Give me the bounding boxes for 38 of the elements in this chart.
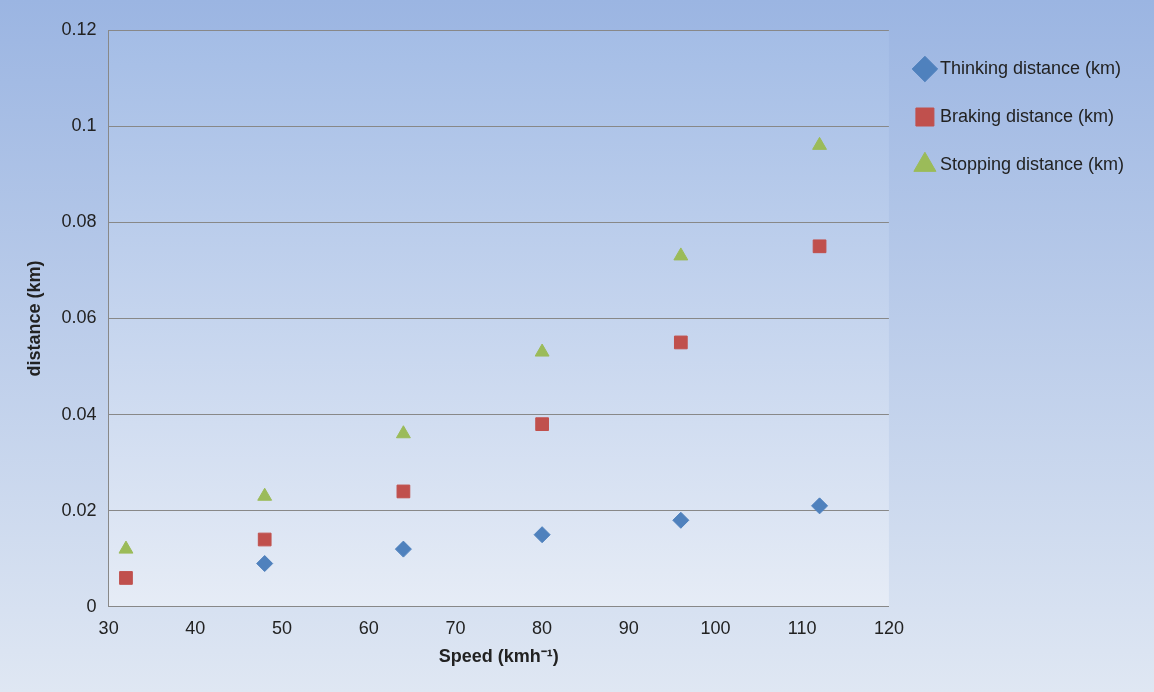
x-tick-label: 40 [185, 617, 206, 638]
y-tick-label: 0.04 [61, 403, 97, 424]
point [812, 239, 827, 254]
x-tick-label: 100 [700, 617, 731, 638]
point [673, 335, 688, 350]
y-tick-label: 0 [86, 595, 97, 616]
x-tick-label: 70 [445, 617, 466, 638]
point [394, 540, 412, 558]
y-tick-label: 0.02 [61, 499, 97, 520]
point [812, 136, 827, 150]
x-tick-label: 60 [358, 617, 379, 638]
point [257, 487, 273, 501]
x-axis-title: Speed (kmh⁻¹) [438, 646, 559, 667]
point [811, 497, 829, 515]
legend-label: Thinking distance (km) [939, 57, 1121, 78]
y-tick-label: 0.1 [71, 115, 97, 136]
y-tick-label: 0.12 [61, 18, 97, 39]
point [395, 425, 411, 439]
legend-label: Stopping distance (km) [939, 153, 1125, 174]
point [535, 417, 549, 432]
y-axis-title: distance (km) [23, 260, 44, 377]
point [533, 526, 551, 544]
legend-label: Braking distance (km) [939, 105, 1114, 126]
point [396, 484, 411, 499]
point [673, 247, 689, 261]
point [672, 511, 690, 529]
x-tick-label: 120 [873, 617, 904, 638]
point [256, 555, 274, 573]
point [257, 532, 272, 547]
point [119, 571, 133, 585]
x-tick-label: 90 [618, 617, 639, 638]
x-tick-label: 30 [98, 617, 119, 638]
x-tick-label: 80 [532, 617, 553, 638]
y-tick-label: 0.06 [61, 307, 97, 328]
x-tick-label: 50 [272, 617, 293, 638]
x-tick-label: 110 [787, 617, 817, 638]
point [534, 343, 550, 357]
y-tick-label: 0.08 [61, 211, 97, 232]
